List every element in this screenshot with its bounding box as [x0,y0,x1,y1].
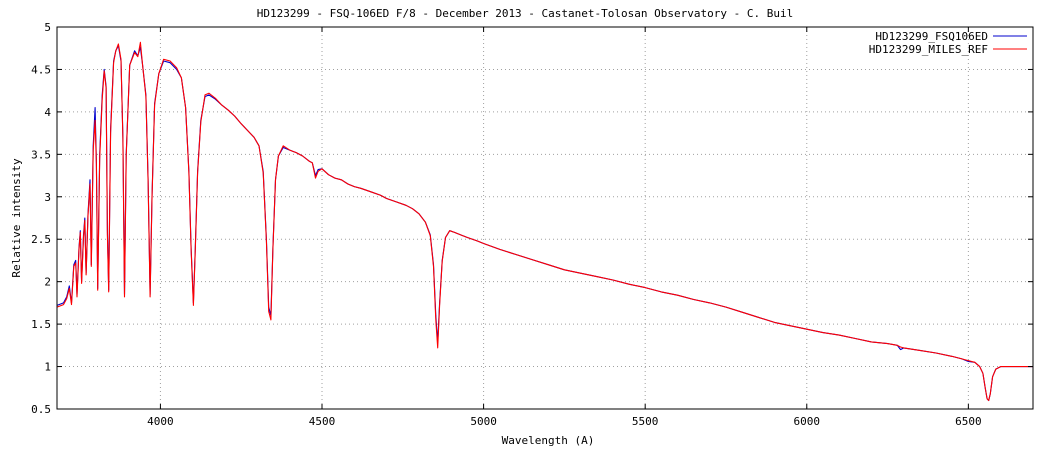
x-tick-label: 4500 [309,415,336,428]
y-tick-label: 2 [44,276,51,289]
y-tick-label: 0.5 [31,403,51,416]
y-tick-label: 4 [44,106,51,119]
x-tick-label: 6000 [794,415,821,428]
x-tick-label: 5500 [632,415,659,428]
x-tick-label: 5000 [470,415,497,428]
y-tick-label: 5 [44,21,51,34]
axis-ticks: 4000 4500 5000 5500 6000 6500 0.5 1 1.5 2 2.5 3 3.5 4… [31,21,1033,428]
y-tick-label: 1 [44,361,51,374]
legend-label-miles-ref: HD123299_MILES_REF [869,43,988,56]
series-line-miles-ref [56,41,1033,402]
x-tick-label: 4000 [147,415,174,428]
legend: HD123299_FSQ106ED HD123299_MILES_REF [869,30,1027,56]
y-tick-label: 4.5 [31,63,51,76]
y-tick-label: 1.5 [31,318,51,331]
plot-frame [56,26,1034,410]
legend-label-fsq106ed: HD123299_FSQ106ED [875,30,988,43]
series-lines [56,41,1033,402]
y-tick-label: 2.5 [31,233,51,246]
y-tick-label: 3.5 [31,148,51,161]
x-axis-label: Wavelength (A) [502,434,595,447]
y-axis-label: Relative intensity [10,158,23,278]
grid [57,27,1033,409]
chart-title: HD123299 - FSQ-106ED F/8 - December 2013… [257,7,793,20]
y-tick-label: 3 [44,191,51,204]
x-tick-label: 6500 [955,415,982,428]
series-line-fsq106ed [56,45,1033,402]
